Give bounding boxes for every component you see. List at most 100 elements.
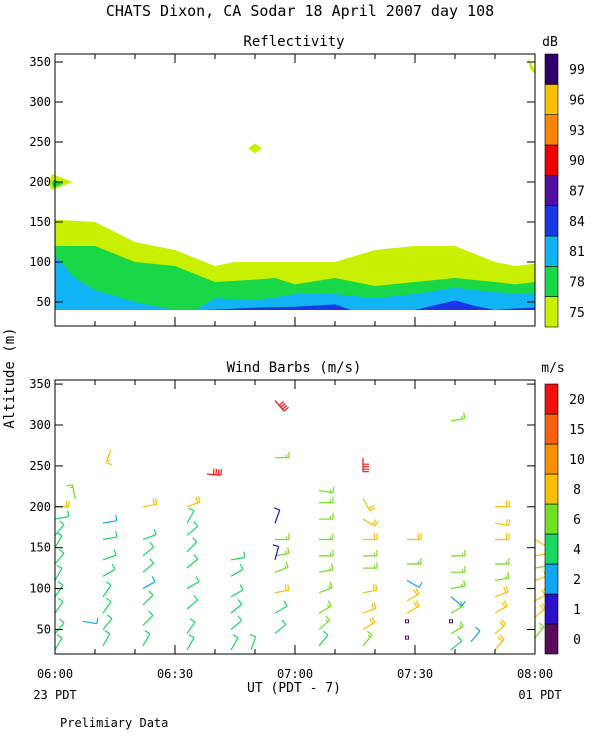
wind-barb — [362, 616, 376, 630]
colorbar-label: 78 — [569, 276, 585, 291]
y-tick-label: 50 — [37, 295, 51, 309]
y-tick-label: 200 — [29, 500, 51, 514]
wind-barb — [102, 614, 113, 630]
colorbar-swatch — [544, 383, 559, 415]
x-tick-label: 06:30 — [157, 667, 193, 681]
reflectivity-layer-84 — [207, 300, 535, 310]
colorbar-swatch — [544, 473, 559, 505]
wind-barb — [102, 531, 118, 541]
wind-barb — [274, 600, 288, 614]
wind-barb — [102, 563, 116, 577]
colorbar-label: 93 — [569, 124, 585, 139]
x-tick-label: 08:00 — [517, 667, 553, 681]
wind-barb — [186, 634, 195, 651]
wind-barb — [494, 586, 509, 598]
wind-barb — [362, 584, 378, 594]
wind-colorbar: 0 1 2 4 6 8 10 15 20 — [544, 383, 585, 655]
wind-barb — [274, 619, 287, 635]
footer-right-label: 01 PDT — [518, 688, 561, 702]
wind-barb — [142, 576, 156, 590]
wind-barb — [230, 634, 239, 651]
wind-barb — [274, 584, 290, 594]
footer-left-label: 23 PDT — [33, 688, 76, 702]
wind-barb — [362, 630, 373, 647]
wind-barb — [273, 507, 281, 524]
wind-barb — [494, 519, 511, 527]
wind-barb — [102, 549, 117, 561]
wind-barb — [451, 549, 466, 557]
wind-barb — [142, 610, 154, 626]
colorbar-swatch — [544, 563, 559, 595]
y-tick-label: 100 — [29, 582, 51, 596]
wind-barb — [275, 451, 290, 459]
colorbar-swatch — [544, 205, 559, 237]
wind-barb — [102, 597, 112, 614]
wind-barb — [534, 603, 547, 618]
colorbar-label: 87 — [569, 185, 585, 200]
x-axis-label: UT (PDT - 7) — [247, 681, 341, 696]
wind-colorbar-unit: m/s — [541, 361, 564, 376]
colorbar-label: 4 — [573, 543, 581, 558]
wind-barb — [55, 500, 70, 508]
colorbar-label: 1 — [573, 603, 581, 618]
reflectivity-axes: 50 100 150 200 250 300 350 — [29, 54, 536, 326]
wind-barb — [186, 537, 198, 553]
colorbar-swatch — [544, 593, 559, 625]
wind-barb — [274, 547, 290, 557]
wind-barb — [451, 566, 466, 573]
y-tick-label: 200 — [29, 175, 51, 189]
wind-barb — [494, 619, 507, 635]
colorbar-swatch — [544, 84, 559, 115]
wind-barb — [66, 484, 76, 499]
colorbar-label: 15 — [569, 423, 585, 438]
wind-barb — [319, 496, 334, 504]
wind-barb — [105, 449, 113, 466]
colorbar-label: 2 — [573, 573, 581, 588]
reflectivity-colorbar: 75 78 81 84 87 90 93 96 99 — [544, 53, 585, 328]
wind-barb — [362, 518, 379, 527]
wind-barb — [186, 496, 201, 508]
wind-barb — [102, 514, 118, 524]
wind-barb — [54, 548, 65, 565]
wind-barb — [54, 520, 65, 536]
colorbar-swatch — [544, 623, 559, 655]
wind-barb — [54, 564, 63, 581]
wind-barb — [186, 554, 199, 569]
wind-barb — [142, 528, 157, 541]
wind-barbs-title: Wind Barbs (m/s) — [227, 360, 362, 376]
wind-barb — [406, 588, 420, 602]
wind-barb — [363, 562, 378, 569]
wind-barb — [142, 630, 151, 647]
wind-barb — [318, 600, 332, 614]
preliminary-note: Prelimiary Data — [60, 716, 168, 730]
wind-barb — [186, 507, 195, 524]
wind-barb — [206, 468, 223, 476]
wind-barb — [142, 558, 155, 573]
x-tick-label: 07:30 — [397, 667, 433, 681]
wind-frame — [54, 379, 536, 655]
reflectivity-title: Reflectivity — [243, 34, 344, 50]
colorbar-label: 8 — [573, 483, 581, 498]
wind-barb — [319, 549, 334, 557]
colorbar-label: 6 — [573, 513, 581, 528]
colorbar-swatch — [544, 114, 559, 146]
wind-barb — [362, 602, 377, 614]
wind-barb — [450, 412, 466, 422]
wind-barb — [318, 563, 334, 573]
x-tick-label: 07:00 — [277, 667, 313, 681]
colorbar-label: 90 — [569, 154, 585, 169]
wind-barb — [102, 630, 111, 647]
wind-barb — [230, 584, 244, 598]
wind-barb — [494, 600, 508, 614]
x-tick-label: 06:00 — [37, 667, 73, 681]
wind-barbs-plot — [54, 400, 551, 651]
wind-barb — [407, 533, 422, 541]
wind-barb — [142, 541, 155, 557]
wind-barb — [142, 590, 154, 606]
colorbar-swatch — [544, 503, 559, 535]
wind-barb — [470, 626, 481, 643]
y-tick-label: 50 — [37, 622, 51, 636]
figure-title: CHATS Dixon, CA Sodar 18 April 2007 day … — [106, 2, 494, 20]
wind-barb — [495, 500, 510, 508]
